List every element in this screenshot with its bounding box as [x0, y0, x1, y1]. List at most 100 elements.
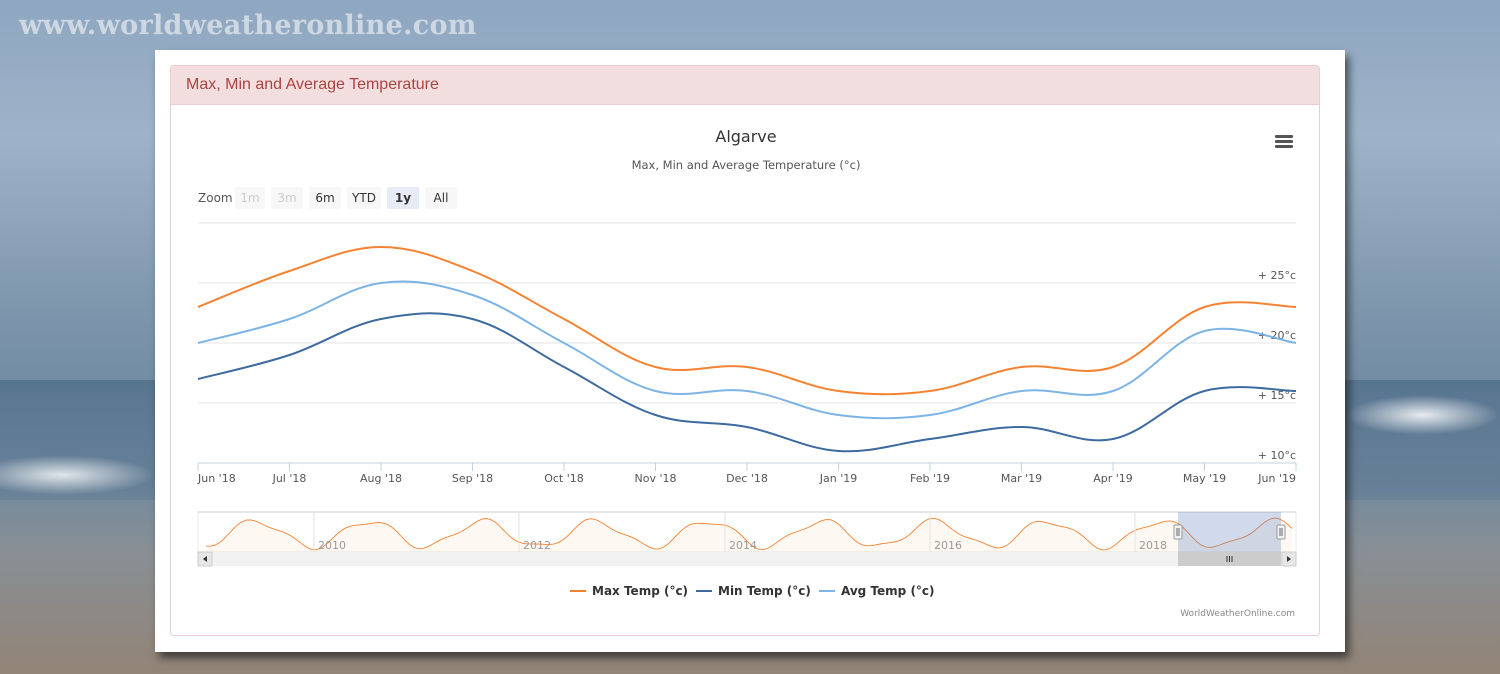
triangle-right-icon	[1287, 556, 1291, 562]
navigator-area	[206, 518, 1292, 552]
x-tick-label: Mar '19	[1001, 472, 1042, 485]
data-point[interactable]	[836, 449, 841, 454]
data-point[interactable]	[1202, 305, 1207, 310]
data-point[interactable]	[1019, 389, 1024, 394]
data-point[interactable]	[287, 269, 292, 274]
legend-item[interactable]: Min Temp (°c)	[696, 584, 811, 598]
temperature-chart: Algarve Max, Min and Average Temperature…	[196, 127, 1299, 619]
navigator-handle[interactable]	[1276, 524, 1286, 540]
zoom-button-label: YTD	[351, 191, 376, 205]
data-point[interactable]	[287, 353, 292, 358]
zoom-button-3m[interactable]: 3m	[271, 187, 303, 209]
data-point[interactable]	[1202, 389, 1207, 394]
data-point[interactable]	[379, 245, 384, 250]
navigator-series-line	[205, 517, 1293, 551]
y-tick-label: + 15°c	[1258, 389, 1296, 402]
data-point[interactable]	[928, 413, 933, 418]
chart-panel: Max, Min and Average Temperature Algarve…	[170, 65, 1320, 636]
x-tick-label: Aug '18	[360, 472, 402, 485]
panel-heading: Max, Min and Average Temperature	[171, 66, 1319, 105]
data-point[interactable]	[836, 413, 841, 418]
data-point[interactable]	[745, 389, 750, 394]
navigator: 2010 2012 2014 2016 2018	[197, 511, 1297, 567]
data-point[interactable]	[653, 413, 658, 418]
x-tick-label: Apr '19	[1093, 472, 1133, 485]
navigator-handle[interactable]	[1173, 524, 1183, 540]
data-point[interactable]	[1202, 329, 1207, 334]
y-tick-label: + 20°c	[1258, 329, 1296, 342]
background-wave-foam	[0, 455, 155, 495]
chart-title: Algarve	[715, 127, 776, 146]
x-tick-label: Dec '18	[726, 472, 768, 485]
data-point[interactable]	[379, 317, 384, 322]
legend-item[interactable]: Max Temp (°c)	[570, 584, 688, 598]
background-wave-foam	[1345, 395, 1500, 435]
zoom-label: Zoom	[198, 191, 233, 205]
navigator-selection[interactable]	[1178, 512, 1281, 552]
data-point[interactable]	[653, 389, 658, 394]
navigator-year-label: 2014	[729, 539, 757, 552]
data-point[interactable]	[196, 341, 201, 346]
data-point[interactable]	[1294, 389, 1299, 394]
data-point[interactable]	[745, 425, 750, 430]
navigator-year-label: 2010	[318, 539, 346, 552]
legend-label: Min Temp (°c)	[718, 584, 811, 598]
y-tick-label: + 25°c	[1258, 269, 1296, 282]
y-tick-label: + 10°c	[1258, 449, 1296, 462]
legend-label: Avg Temp (°c)	[841, 584, 935, 598]
data-point[interactable]	[470, 317, 475, 322]
zoom-button-label: 3m	[277, 191, 296, 205]
data-point[interactable]	[1111, 437, 1116, 442]
navigator-year-label: 2012	[523, 539, 551, 552]
series-line[interactable]	[197, 280, 1297, 420]
data-point[interactable]	[653, 365, 658, 370]
data-point[interactable]	[1019, 425, 1024, 430]
data-point[interactable]	[1019, 365, 1024, 370]
hamburger-menu-icon[interactable]	[1275, 135, 1293, 148]
series-line[interactable]	[197, 312, 1297, 453]
zoom-button-label: All	[434, 191, 449, 205]
x-tick-label: Jun '18	[197, 472, 236, 485]
legend-label: Max Temp (°c)	[592, 584, 688, 598]
site-watermark: www.worldweatheronline.com	[19, 10, 477, 41]
data-point[interactable]	[287, 317, 292, 322]
legend-item[interactable]: Avg Temp (°c)	[819, 584, 935, 598]
x-tick-label: Feb '19	[910, 472, 950, 485]
navigator-year-label: 2016	[934, 539, 962, 552]
data-point[interactable]	[1111, 389, 1116, 394]
data-point[interactable]	[196, 305, 201, 310]
x-tick-label: Jan '19	[819, 472, 857, 485]
grip-lines-icon	[1226, 556, 1233, 562]
zoom-controls: Zoom 1m 3m 6m YTD 1y All	[198, 187, 457, 209]
data-point[interactable]	[562, 365, 567, 370]
zoom-button-1y[interactable]: 1y	[387, 187, 419, 209]
x-tick-label: May '19	[1183, 472, 1226, 485]
series-line[interactable]	[197, 245, 1297, 396]
data-point[interactable]	[562, 341, 567, 346]
x-tick-label: Sep '18	[452, 472, 493, 485]
zoom-button-ytd[interactable]: YTD	[347, 187, 381, 209]
scroll-left-button[interactable]	[197, 551, 213, 567]
x-tick-label: Jun '19	[1257, 472, 1296, 485]
data-point[interactable]	[928, 437, 933, 442]
zoom-button-label: 1m	[240, 191, 259, 205]
zoom-button-1m[interactable]: 1m	[235, 187, 265, 209]
scroll-right-button[interactable]	[1281, 551, 1297, 567]
x-tick-label: Jul '18	[272, 472, 307, 485]
zoom-button-6m[interactable]: 6m	[309, 187, 341, 209]
data-point[interactable]	[196, 377, 201, 382]
chart-credit[interactable]: WorldWeatherOnline.com	[1180, 609, 1295, 619]
data-point[interactable]	[928, 389, 933, 394]
data-point[interactable]	[379, 281, 384, 286]
data-point[interactable]	[470, 269, 475, 274]
plot-area: + 10°c + 15°c + 20°c + 25°c Jun '18 Jul '18 Au…	[196, 222, 1299, 485]
data-point[interactable]	[470, 293, 475, 298]
data-point[interactable]	[1111, 365, 1116, 370]
data-point[interactable]	[1294, 305, 1299, 310]
data-point[interactable]	[745, 365, 750, 370]
scrollbar-track[interactable]	[198, 552, 1296, 566]
data-point[interactable]	[562, 317, 567, 322]
data-point[interactable]	[1294, 341, 1299, 346]
data-point[interactable]	[836, 389, 841, 394]
zoom-button-all[interactable]: All	[425, 187, 457, 209]
